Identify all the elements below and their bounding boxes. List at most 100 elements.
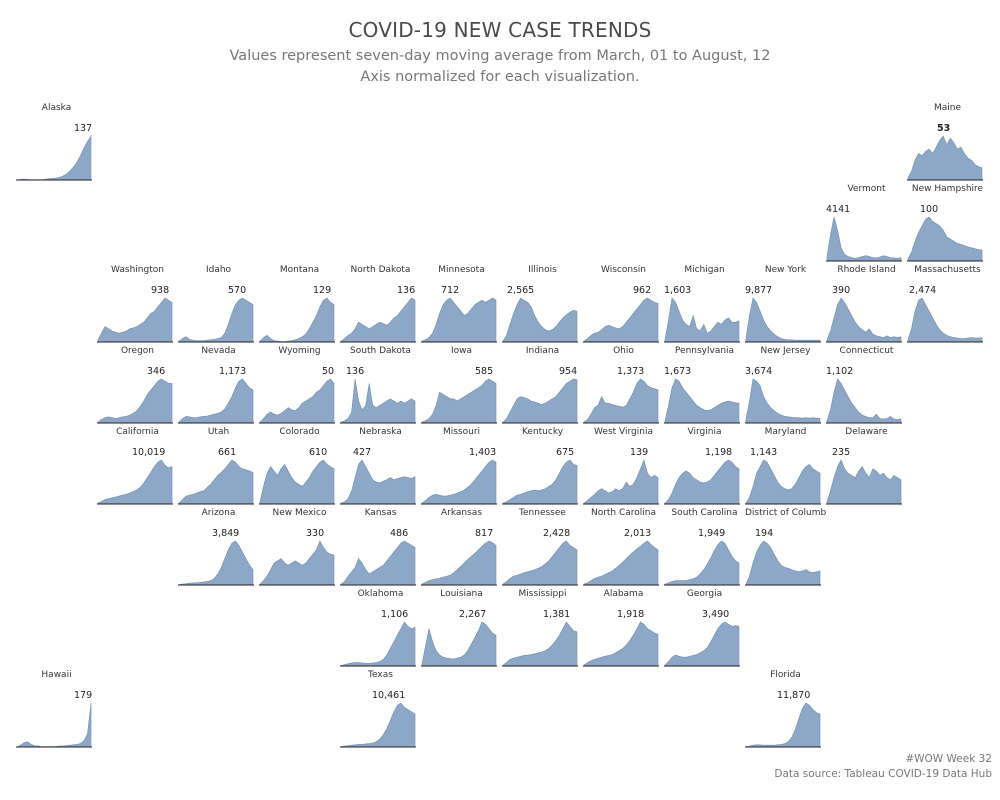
state-tile-north-dakota[interactable]: North Dakota 136 <box>340 262 421 343</box>
state-area <box>745 378 821 424</box>
state-tile-texas[interactable]: Texas 10,461 <box>340 667 421 748</box>
state-tile-iowa[interactable]: Iowa 585 <box>421 343 502 424</box>
state-tile-south-carolina[interactable]: South Carolina 1,949 <box>664 505 745 586</box>
state-tile-oklahoma[interactable]: Oklahoma 1,106 <box>340 586 421 667</box>
state-area <box>664 297 740 343</box>
state-tile-pennsylvania[interactable]: Pennsylvania 1,673 <box>664 343 745 424</box>
state-tile-nevada[interactable]: Nevada 1,173 <box>178 343 259 424</box>
state-tile-virginia[interactable]: Virginia 1,198 <box>664 424 745 505</box>
state-tile-new-jersey[interactable]: New Jersey 3,674 <box>745 343 826 424</box>
state-value-label: 100 <box>920 204 939 215</box>
state-tile-nebraska[interactable]: Nebraska 427 <box>340 424 421 505</box>
state-value-label: 4141 <box>826 204 851 215</box>
state-tile-alaska[interactable]: Alaska 137 <box>16 100 97 181</box>
state-area <box>745 540 821 586</box>
state-tile-indiana[interactable]: Indiana 954 <box>502 343 583 424</box>
state-tile-new-hampshire[interactable]: New Hampshire 100 <box>907 181 988 262</box>
state-value-label: 1,106 <box>381 609 409 620</box>
state-tile-hawaii[interactable]: Hawaii 179 <box>16 667 97 748</box>
state-value-label: 136 <box>397 285 416 296</box>
state-tile-minnesota[interactable]: Minnesota 712 <box>421 262 502 343</box>
state-tile-connecticut[interactable]: Connecticut 1,102 <box>826 343 907 424</box>
state-area <box>502 297 578 343</box>
state-area <box>340 702 416 748</box>
state-tile-district-of-columbia[interactable]: District of Columbia 194 <box>745 505 826 586</box>
state-tile-oregon[interactable]: Oregon 346 <box>97 343 178 424</box>
state-name: New Jersey <box>760 346 811 356</box>
state-tile-kansas[interactable]: Kansas 486 <box>340 505 421 586</box>
state-name: Wisconsin <box>601 265 646 275</box>
state-name: Wyoming <box>278 346 321 356</box>
state-tile-georgia[interactable]: Georgia 3,490 <box>664 586 745 667</box>
state-sparkline <box>340 621 416 667</box>
state-sparkline <box>178 459 254 505</box>
state-name: West Virginia <box>594 427 653 437</box>
state-tile-rhode-island[interactable]: Rhode Island 390 <box>826 262 907 343</box>
state-tile-ohio[interactable]: Ohio 1,373 <box>583 343 664 424</box>
state-tile-new-mexico[interactable]: New Mexico 330 <box>259 505 340 586</box>
state-area <box>826 216 902 262</box>
state-area <box>502 378 578 424</box>
state-tile-maryland[interactable]: Maryland 1,143 <box>745 424 826 505</box>
state-value-label: 938 <box>151 285 170 296</box>
state-value-label: 136 <box>346 366 365 377</box>
state-tile-idaho[interactable]: Idaho 570 <box>178 262 259 343</box>
state-tile-tennessee[interactable]: Tennessee 2,428 <box>502 505 583 586</box>
state-area <box>340 378 416 424</box>
state-tile-wisconsin[interactable]: Wisconsin 962 <box>583 262 664 343</box>
state-tile-arkansas[interactable]: Arkansas 817 <box>421 505 502 586</box>
state-area <box>583 540 659 586</box>
state-sparkline <box>583 621 659 667</box>
state-name: Vermont <box>847 184 886 194</box>
state-value-label: 3,674 <box>745 366 773 377</box>
state-tile-west-virginia[interactable]: West Virginia 139 <box>583 424 664 505</box>
state-area <box>907 216 983 262</box>
state-tile-kentucky[interactable]: Kentucky 675 <box>502 424 583 505</box>
state-tile-north-carolina[interactable]: North Carolina 2,013 <box>583 505 664 586</box>
state-tile-mississippi[interactable]: Mississippi 1,381 <box>502 586 583 667</box>
state-tile-new-york[interactable]: New York 9,877 <box>745 262 826 343</box>
state-name: New Mexico <box>272 508 327 518</box>
state-tile-washington[interactable]: Washington 938 <box>97 262 178 343</box>
state-value-label: 427 <box>353 447 372 458</box>
state-sparkline <box>178 540 254 586</box>
state-tile-delaware[interactable]: Delaware 235 <box>826 424 907 505</box>
state-name: Minnesota <box>438 265 485 275</box>
state-value-label: 817 <box>475 528 494 539</box>
state-tile-alabama[interactable]: Alabama 1,918 <box>583 586 664 667</box>
state-tile-wyoming[interactable]: Wyoming 50 <box>259 343 340 424</box>
chart-subtitle-note: Axis normalized for each visualization. <box>360 69 640 85</box>
state-name: New York <box>764 265 807 275</box>
state-tile-florida[interactable]: Florida 11,870 <box>745 667 826 748</box>
state-tile-vermont[interactable]: Vermont 4141 <box>826 181 907 262</box>
state-sparkline <box>421 297 497 343</box>
state-value-label: 10,461 <box>372 690 406 701</box>
state-tile-massachusetts[interactable]: Massachusetts 2,474 <box>907 262 988 343</box>
state-tile-south-dakota[interactable]: South Dakota 136 <box>340 343 421 424</box>
state-sparkline <box>502 378 578 424</box>
state-value-label: 1,673 <box>664 366 692 377</box>
state-tile-illinois[interactable]: Illinois 2,565 <box>502 262 583 343</box>
state-area <box>340 621 416 667</box>
state-sparkline <box>583 540 659 586</box>
state-tile-montana[interactable]: Montana 129 <box>259 262 340 343</box>
state-name: California <box>116 427 159 437</box>
state-tile-louisiana[interactable]: Louisiana 2,267 <box>421 586 502 667</box>
state-tile-missouri[interactable]: Missouri 1,403 <box>421 424 502 505</box>
state-sparkline <box>583 297 659 343</box>
state-sparkline <box>664 621 740 667</box>
state-name: Delaware <box>845 427 888 437</box>
state-tile-utah[interactable]: Utah 661 <box>178 424 259 505</box>
state-area <box>259 297 335 343</box>
footer-hashtag: #WOW Week 32 <box>905 753 992 765</box>
state-sparkline <box>340 378 416 424</box>
state-tile-colorado[interactable]: Colorado 610 <box>259 424 340 505</box>
state-area <box>745 297 821 343</box>
state-tile-michigan[interactable]: Michigan 1,603 <box>664 262 745 343</box>
state-tile-maine[interactable]: Maine 53 <box>907 100 988 181</box>
state-area <box>340 540 416 586</box>
state-value-label: 962 <box>633 285 652 296</box>
state-value-label: 137 <box>74 123 93 134</box>
state-tile-california[interactable]: California 10,019 <box>97 424 178 505</box>
state-tile-arizona[interactable]: Arizona 3,849 <box>178 505 259 586</box>
